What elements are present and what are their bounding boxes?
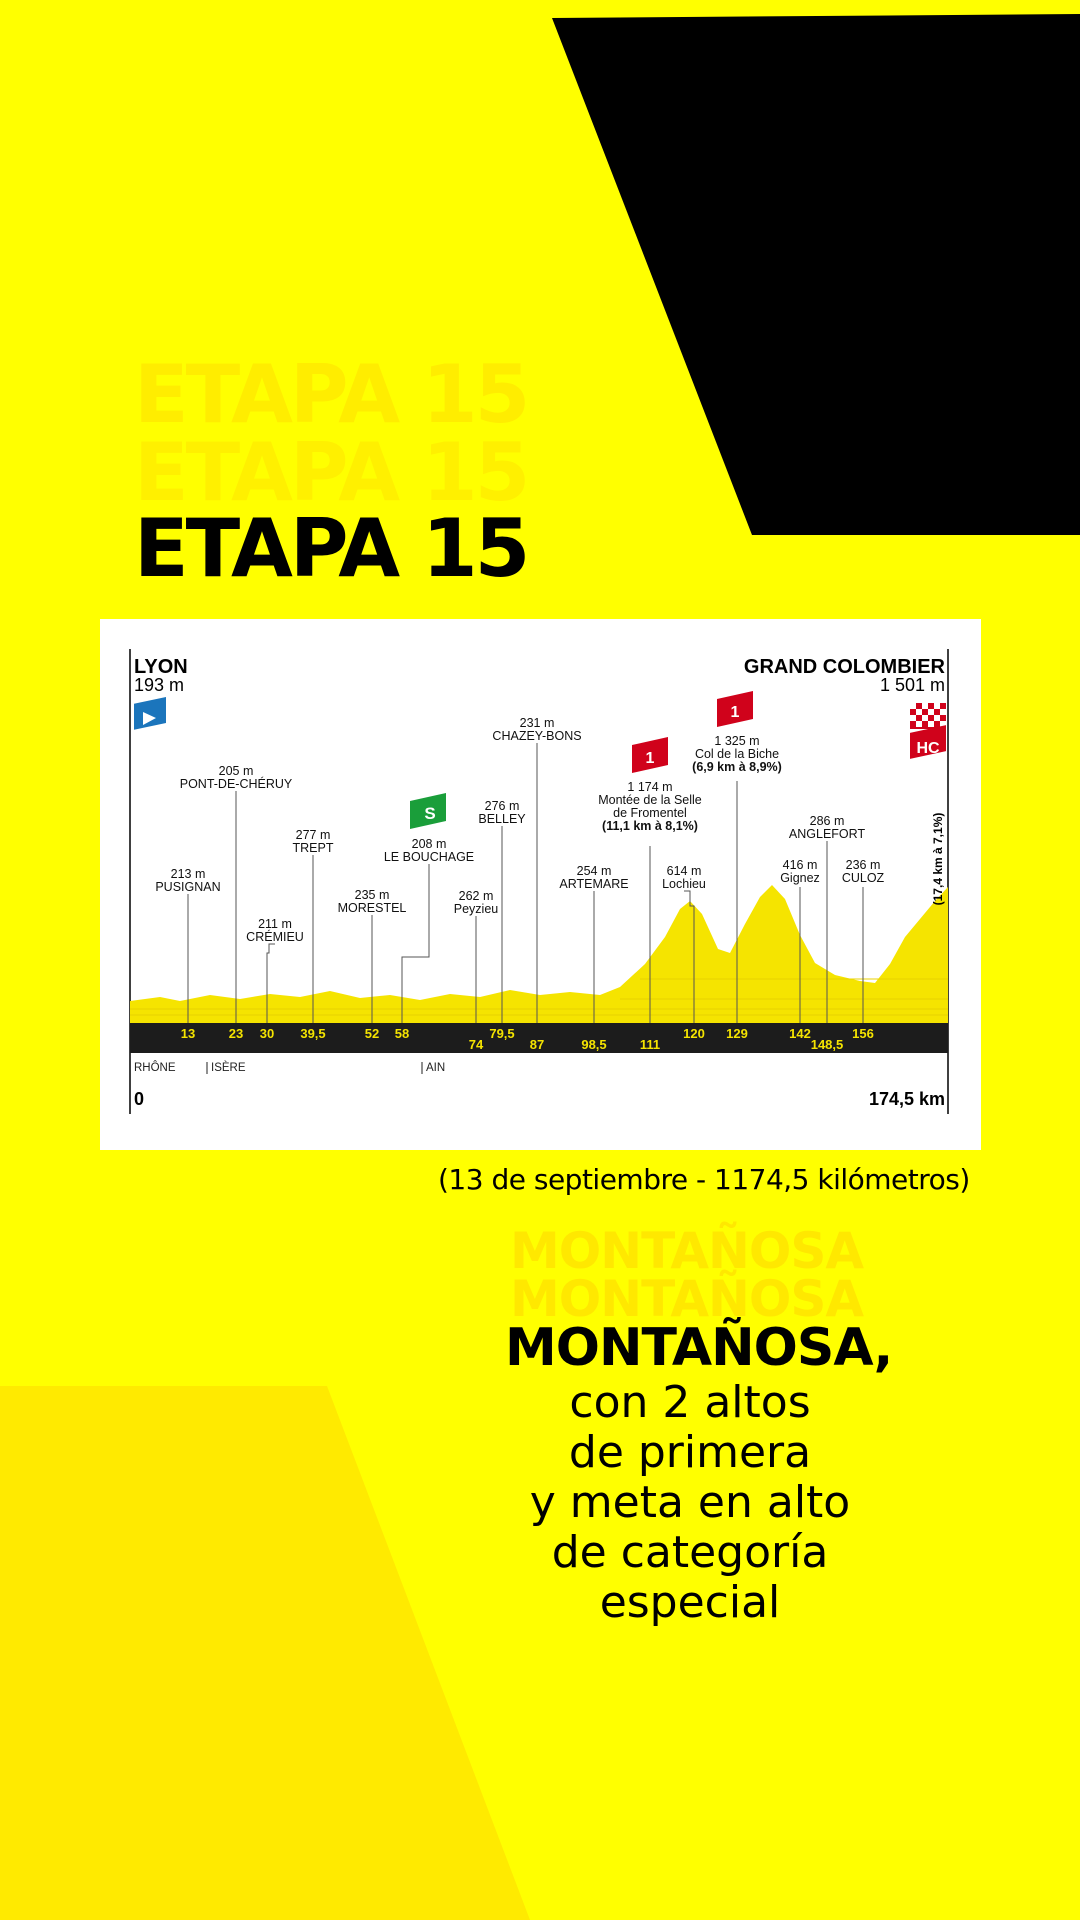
place-alt-trept: 277 m [296,828,331,842]
description-line: con 2 altos [569,1377,811,1428]
finish-climb-detail: (17,4 km à 7,1%) [931,813,945,906]
climb-badge-selle: 1 [632,737,668,773]
ghost-title-2: ETAPA 15 [134,426,530,519]
place-alt-le-bouchage: 208 m [412,837,447,851]
yellow-diagonal-panel [0,1386,530,1920]
description-line: especial [599,1577,781,1628]
place-name-anglefort: ANGLEFORT [789,827,866,841]
place-name-pusignan: PUSIGNAN [155,880,220,894]
region-ain: AIN [426,1062,445,1074]
place-alt-selle: 1 174 m [627,780,672,794]
km-mark: 129 [726,1026,748,1041]
place-alt-anglefort: 286 m [810,814,845,828]
place-name-lochieu: Lochieu [662,877,706,891]
finish-altitude: 1 501 m [880,675,945,695]
place-alt-pont-de-cheruy: 205 m [219,764,254,778]
region-isere: ISÈRE [211,1061,246,1074]
km-mark: 111 [640,1037,660,1052]
place-name-selle: Montée de la Selle [598,793,702,807]
place-name2-selle: de Fromentel [613,806,687,820]
category-ghost-1: MONTAÑOSA [510,1222,864,1280]
place-alt-cremieu: 211 m [258,917,292,931]
place-alt-biche: 1 325 m [714,734,759,748]
end-km: 174,5 km [869,1089,945,1109]
place-alt-lochieu: 614 m [667,864,702,878]
place-name-biche: Col de la Biche [695,747,779,761]
km-mark: 142 [789,1026,811,1041]
start-km: 0 [134,1089,144,1109]
ghost-title-1: ETAPA 15 [134,348,530,441]
place-name-artemare: ARTEMARE [559,877,628,891]
place-alt-culoz: 236 m [846,858,881,872]
place-name-morestel: MORESTEL [338,901,407,915]
stage-date-distance: (13 de septiembre - 1174,5 kilómetros) [438,1163,970,1196]
km-mark: 39,5 [300,1026,325,1041]
stage-profile-graphic: LYON 193 m GRAND COLOMBIER 1 501 m HC (1… [129,649,949,1114]
km-mark: 98,5 [581,1037,606,1052]
stage-profile-card: LYON 193 m GRAND COLOMBIER 1 501 m HC (1… [100,619,981,1150]
finish-flag-icon [910,703,946,729]
profile-hatching [130,978,948,1016]
black-diagonal-panel [552,14,1080,535]
km-band [130,1023,948,1053]
place-leader-lines [187,743,864,1023]
category-headline: MONTAÑOSA, [505,1318,893,1378]
km-mark: 13 [181,1026,195,1041]
sprint-badge-icon: S [410,793,446,829]
place-name-le-bouchage: LE BOUCHAGE [384,850,474,864]
category-description: con 2 altos de primera y meta en alto de… [500,1378,880,1628]
description-line: de primera [568,1427,812,1478]
place-name-peyzieu: Peyzieu [454,902,499,916]
svg-text:1: 1 [731,704,740,721]
elevation-profile [130,885,948,1023]
place-alt-morestel: 235 m [355,888,390,902]
place-alt-belley: 276 m [485,799,520,813]
place-alt-peyzieu: 262 m [459,889,494,903]
place-alt-artemare: 254 m [577,864,612,878]
km-mark: 30 [260,1026,274,1041]
place-alt-gignez: 416 m [783,858,818,872]
km-mark: 74 [469,1037,484,1052]
finish-name: GRAND COLOMBIER [744,656,946,678]
start-altitude: 193 m [134,675,184,695]
place-name-belley: BELLEY [478,812,526,826]
place-detail-selle: (11,1 km à 8,1%) [602,819,698,833]
category-ghost-2: MONTAÑOSA [510,1270,864,1328]
region-rhone: RHÔNE [134,1061,176,1074]
place-name-pont-de-cheruy: PONT-DE-CHÉRUY [180,776,293,791]
km-mark: 58 [395,1026,409,1041]
place-alt-chazey-bons: 231 m [520,716,555,730]
place-name-gignez: Gignez [780,871,820,885]
place-name-culoz: CULOZ [842,871,885,885]
km-mark: 52 [365,1026,379,1041]
place-detail-biche: (6,9 km à 8,9%) [692,760,782,774]
km-mark: 148,5 [811,1037,844,1052]
svg-text:1: 1 [646,750,655,767]
place-name-chazey-bons: CHAZEY-BONS [492,729,581,743]
svg-text:S: S [424,804,435,823]
description-line: y meta en alto [529,1477,851,1528]
description-line: de categoría [551,1527,829,1578]
climb-badge-biche: 1 [717,691,753,727]
place-name-trept: TREPT [293,841,334,855]
km-mark: 156 [852,1026,874,1041]
svg-text:HC: HC [916,740,940,757]
km-mark: 87 [530,1037,544,1052]
place-alt-pusignan: 213 m [171,867,206,881]
start-name: LYON [134,656,188,678]
start-flag-icon [134,696,166,730]
stage-title: ETAPA 15 [134,502,530,595]
place-name-cremieu: CRÉMIEU [246,929,304,944]
km-mark: 79,5 [489,1026,514,1041]
km-mark: 120 [683,1026,705,1041]
hc-climb-badge: HC [910,725,946,759]
km-mark: 23 [229,1026,243,1041]
